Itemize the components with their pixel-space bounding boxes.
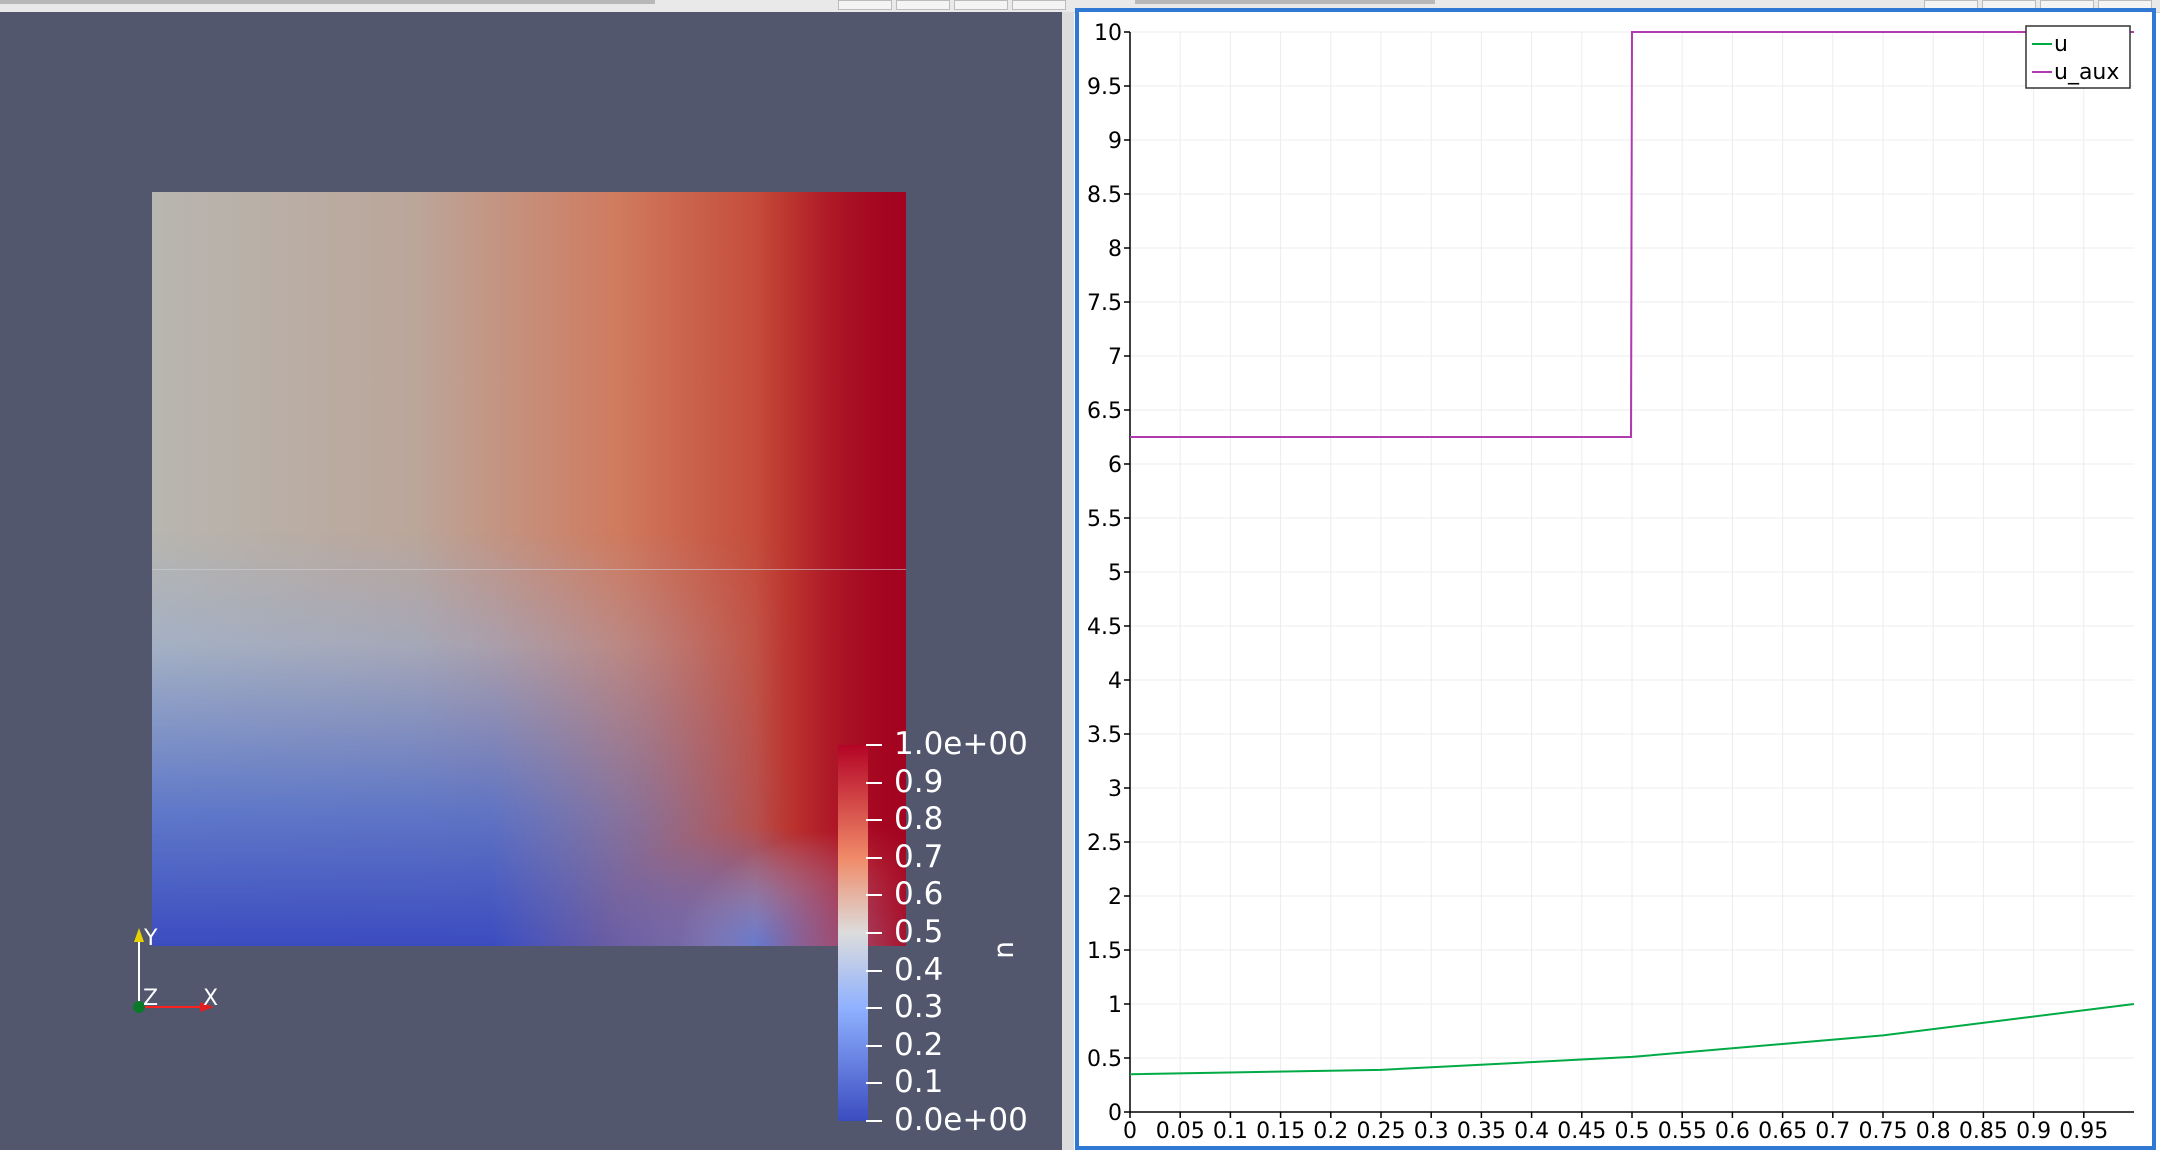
toolbar-button[interactable] <box>838 0 892 10</box>
x-tick-label: 0.6 <box>1715 1119 1750 1144</box>
colorbar-tick <box>866 819 882 822</box>
colorbar-label: 0.5 <box>894 914 944 950</box>
y-axis-arrow-icon <box>134 928 144 942</box>
y-tick-label: 4 <box>1108 669 1122 694</box>
y-tick-label: 6.5 <box>1087 399 1122 424</box>
y-tick-label: 5.5 <box>1087 507 1122 532</box>
view-splitter[interactable] <box>1062 12 1074 1150</box>
legend-entry: u <box>2054 32 2068 57</box>
y-tick-label: 1 <box>1108 993 1122 1018</box>
colorbar-tick <box>866 1044 882 1047</box>
y-tick-label: 2.5 <box>1087 831 1122 856</box>
colorbar-label: 0.8 <box>894 801 944 838</box>
y-axis-label: Y <box>143 926 158 951</box>
y-tick-label: 8.5 <box>1087 183 1122 208</box>
y-tick-label: 3.5 <box>1087 723 1122 748</box>
series-line-u-aux <box>1130 31 2134 438</box>
toolbar-button[interactable] <box>896 0 950 10</box>
y-tick-label: 9 <box>1108 129 1122 154</box>
colorbar-title: u <box>991 941 1024 959</box>
y-tick-label: 7.5 <box>1087 291 1122 316</box>
tab-strip-segment <box>0 0 655 4</box>
x-tick-label: 0.85 <box>1959 1119 2008 1144</box>
colorbar-tick <box>866 856 882 859</box>
colorbar-label: 1.0e+00 <box>894 726 1028 762</box>
x-tick-label: 0.35 <box>1457 1119 1506 1144</box>
y-tick-label: 7 <box>1108 345 1122 370</box>
x-tick-label: 0.8 <box>1916 1119 1951 1144</box>
y-tick-label: 0 <box>1108 1101 1122 1126</box>
x-tick-label: 0.95 <box>2059 1119 2108 1144</box>
y-tick-label: 0.5 <box>1087 1047 1122 1072</box>
colorbar-label: 0.9 <box>894 763 944 800</box>
x-tick-label: 0.7 <box>1815 1119 1850 1144</box>
x-tick-label: 0.25 <box>1357 1119 1406 1144</box>
colorbar-tick <box>866 894 882 897</box>
x-tick-label: 0.2 <box>1313 1119 1348 1144</box>
series-line-u <box>1129 1003 2135 1076</box>
x-axis-label: X <box>203 986 218 1011</box>
colorbar-tick <box>866 932 882 934</box>
y-tick-label: 5 <box>1108 561 1122 586</box>
block-boundary-line <box>152 569 906 570</box>
tab-strip-segment <box>1135 0 1435 4</box>
colorbar-label: 0.3 <box>894 989 944 1026</box>
x-tick-label: 0.3 <box>1414 1119 1449 1144</box>
y-tick-label: 1.5 <box>1087 939 1122 964</box>
colorbar-tick <box>866 744 882 746</box>
colorbar-label: 0.0e+00 <box>894 1102 1028 1138</box>
colorbar-label: 0.4 <box>894 951 944 988</box>
colorbar-tick <box>866 969 882 972</box>
toolbar-button[interactable] <box>954 0 1008 10</box>
x-tick-label: 0.55 <box>1658 1119 1707 1144</box>
x-tick-label: 0.65 <box>1758 1119 1807 1144</box>
x-tick-label: 0.5 <box>1615 1119 1650 1144</box>
x-tick-label: 0.75 <box>1859 1119 1908 1144</box>
colorbar-label: 0.1 <box>894 1064 944 1101</box>
y-tick-label: 6 <box>1108 453 1122 478</box>
legend-entry: u_aux <box>2054 60 2119 85</box>
x-axis-arrow-icon <box>200 1002 214 1012</box>
y-tick-label: 9.5 <box>1087 75 1122 100</box>
colorbar-tick <box>866 1082 882 1085</box>
y-tick-label: 3 <box>1108 777 1122 802</box>
colorbar-label: 0.7 <box>894 838 944 875</box>
y-tick-label: 4.5 <box>1087 615 1122 640</box>
x-tick-label: 0 <box>1123 1119 1137 1144</box>
line-chart-view[interactable]: 0 0.5 1 1.5 2 2.5 3 3.5 4 4.5 5 5.5 6 6.5 7 7.5 8 8.5 9 9.5… <box>1075 8 2156 1150</box>
colorbar-tick <box>866 781 882 784</box>
colorbar-tick <box>866 1007 882 1010</box>
orientation-axes: Y Z X <box>133 926 218 1013</box>
y-tick-label: 8 <box>1108 237 1122 262</box>
colorbar-label: 0.6 <box>894 876 944 913</box>
x-tick-label: 0.45 <box>1557 1119 1606 1144</box>
x-tick-label: 0.4 <box>1514 1119 1549 1144</box>
x-tick-label: 0.9 <box>2016 1119 2051 1144</box>
color-legend-bar <box>838 745 868 1121</box>
y-tick-label: 2 <box>1108 885 1122 910</box>
x-tick-label: 0.15 <box>1256 1119 1305 1144</box>
line-chart: 0 0.5 1 1.5 2 2.5 3 3.5 4 4.5 5 5.5 6 6.5 7 7.5 8 8.5 9 9.5… <box>1087 21 2135 1144</box>
x-tick-label: 0.05 <box>1156 1119 1205 1144</box>
x-tick-label: 0.1 <box>1213 1119 1248 1144</box>
legend-box <box>2025 25 2131 89</box>
colorbar-tick <box>866 1120 882 1122</box>
toolbar-button[interactable] <box>1012 0 1066 10</box>
colorbar-label: 0.2 <box>894 1026 944 1063</box>
z-axis-label: Z <box>143 986 158 1011</box>
z-axis-dot-icon <box>133 1001 145 1013</box>
y-tick-label: 10 <box>1094 21 1122 46</box>
